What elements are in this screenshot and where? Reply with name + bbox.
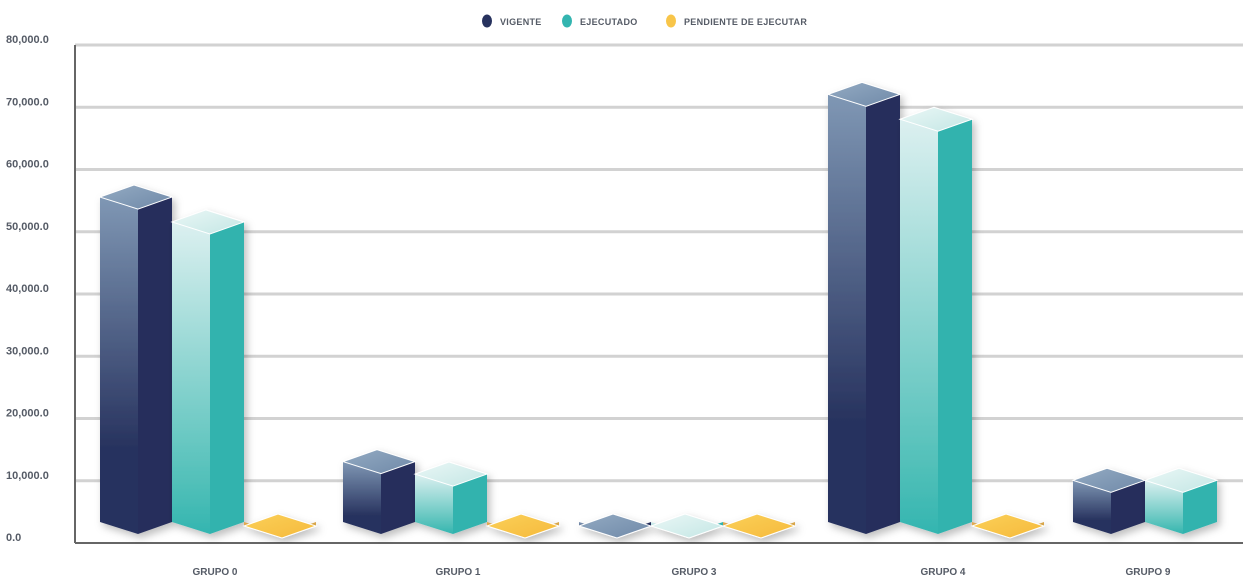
y-tick-label: 20,000.0 xyxy=(6,408,49,420)
x-category-label: GRUPO 4 xyxy=(920,567,965,578)
x-category-label: GRUPO 1 xyxy=(435,567,480,578)
legend-swatch xyxy=(666,14,676,28)
legend-label: VIGENTE xyxy=(500,17,542,27)
bar-top-face xyxy=(577,513,653,539)
bar-top-face xyxy=(1143,467,1219,493)
bar-side-face xyxy=(210,221,244,534)
bar xyxy=(413,461,489,534)
bar xyxy=(898,106,974,534)
bar-front-face xyxy=(172,221,210,534)
bar-top-face xyxy=(170,209,246,235)
y-tick-label: 50,000.0 xyxy=(6,221,49,233)
bar xyxy=(721,513,797,539)
y-axis-ticks: 0.0 10,000.0 20,000.0 30,000.0 40,000.0 50,00… xyxy=(6,34,49,544)
bar xyxy=(98,184,174,534)
bar-front-face xyxy=(415,474,453,534)
bar-side-face xyxy=(1183,480,1217,534)
legend-label: EJECUTADO xyxy=(580,17,638,27)
y-tick-label: 40,000.0 xyxy=(6,283,49,295)
legend-label: PENDIENTE DE EJECUTAR xyxy=(684,17,807,27)
y-tick-label: 70,000.0 xyxy=(6,96,49,108)
bar xyxy=(826,81,902,534)
bars xyxy=(98,81,1219,539)
legend-swatch xyxy=(562,14,572,28)
bar-top-face xyxy=(721,513,797,539)
bar-front-face xyxy=(100,197,138,534)
bar xyxy=(170,209,246,534)
bar xyxy=(242,513,318,539)
bar-side-face xyxy=(453,474,487,534)
bar-side-face xyxy=(381,461,415,534)
bar-top-face xyxy=(485,513,561,539)
bar-side-face xyxy=(138,197,172,534)
bar-top-face xyxy=(98,184,174,210)
bar-front-face xyxy=(828,94,866,534)
y-tick-label: 0.0 xyxy=(6,532,21,544)
bar-side-face xyxy=(866,94,900,534)
bar-top-face xyxy=(826,81,902,107)
bar xyxy=(1143,467,1219,534)
y-tick-label: 80,000.0 xyxy=(6,34,49,46)
bar-top-face xyxy=(898,106,974,132)
grid-lines xyxy=(75,43,1243,483)
x-category-label: GRUPO 9 xyxy=(1125,567,1170,578)
bar-top-face xyxy=(649,513,725,539)
bar-top-face xyxy=(242,513,318,539)
bar-front-face xyxy=(900,119,938,534)
y-tick-label: 30,000.0 xyxy=(6,345,49,357)
x-axis-categories: GRUPO 0 GRUPO 1 GRUPO 3 GRUPO 4 GRUPO 9 xyxy=(192,567,1170,578)
bar-top-face xyxy=(341,449,417,475)
axes xyxy=(74,45,1243,544)
x-category-label: GRUPO 0 xyxy=(192,567,237,578)
legend-swatch xyxy=(482,14,492,28)
bar-top-face xyxy=(413,461,489,487)
bar xyxy=(970,513,1046,539)
bar xyxy=(485,513,561,539)
bar-top-face xyxy=(970,513,1046,539)
bar xyxy=(577,513,653,539)
bar xyxy=(1071,467,1147,534)
bar-front-face xyxy=(1145,480,1183,534)
y-tick-label: 10,000.0 xyxy=(6,470,49,482)
y-tick-label: 60,000.0 xyxy=(6,159,49,171)
bar xyxy=(649,513,725,539)
legend: VIGENTE EJECUTADO PENDIENTE DE EJECUTAR xyxy=(482,14,807,28)
bar-front-face xyxy=(1073,480,1111,534)
bar xyxy=(341,449,417,534)
bar-side-face xyxy=(938,119,972,534)
bar-side-face xyxy=(1111,480,1145,534)
x-category-label: GRUPO 3 xyxy=(671,567,716,578)
bar-front-face xyxy=(343,461,381,534)
